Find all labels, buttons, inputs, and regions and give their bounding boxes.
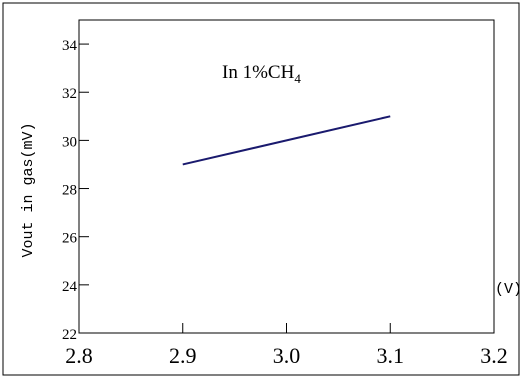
y-tick-label: 26 (62, 231, 78, 247)
x-tick-label: 2.8 (65, 343, 93, 368)
chart-annotation: In 1%CH4 (222, 62, 301, 86)
x-tick-label: 3.2 (480, 343, 508, 368)
y-tick-label: 28 (62, 183, 77, 199)
annotation-subscript: 4 (294, 71, 301, 86)
x-tick-label: 3.0 (273, 343, 301, 368)
x-axis-ticks: 2.8 2.9 3.0 3.1 3.2 (65, 323, 508, 368)
y-axis-ticks: 22 24 26 28 30 32 34 (62, 38, 89, 343)
y-tick-label: 34 (62, 38, 78, 54)
y-tick-label: 30 (62, 134, 77, 150)
x-tick-label: 3.1 (377, 343, 405, 368)
annotation-text: In 1%CH (222, 62, 295, 83)
x-axis-label: (V) (495, 281, 522, 298)
x-tick-label: 2.9 (169, 343, 197, 368)
y-tick-label: 32 (62, 86, 77, 102)
y-axis-label: Vout in gas(mV) (20, 122, 37, 257)
y-tick-label: 24 (62, 279, 78, 295)
y-tick-label: 22 (62, 327, 77, 343)
series-layer (182, 115, 391, 166)
series-line (182, 115, 391, 166)
